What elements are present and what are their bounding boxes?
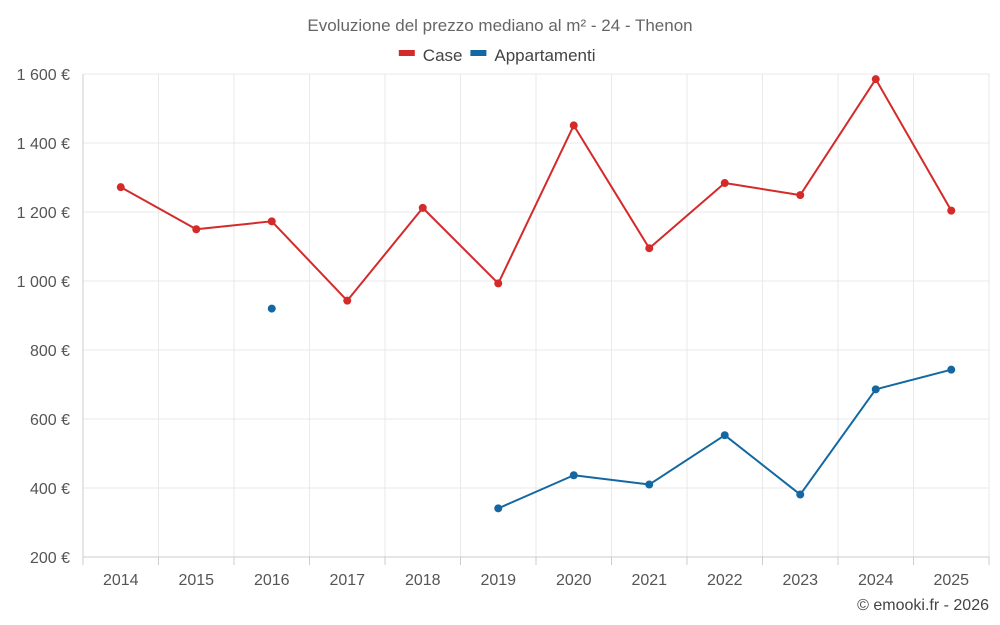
y-tick-label: 200 € — [30, 550, 70, 567]
data-point-appartamenti — [569, 471, 578, 480]
x-tick-label: 2018 — [405, 572, 441, 589]
data-point-case — [569, 121, 578, 130]
x-tick-label: 2020 — [556, 572, 592, 589]
x-tick-label: 2021 — [631, 572, 667, 589]
data-point-case — [494, 279, 503, 288]
data-point-case — [720, 179, 729, 188]
y-tick-label: 800 € — [30, 343, 70, 360]
data-point-case — [267, 217, 276, 226]
x-tick-label: 2023 — [782, 572, 818, 589]
grid — [83, 73, 990, 557]
data-point-case — [645, 244, 654, 253]
y-tick-label: 1 000 € — [17, 274, 70, 291]
data-point-appartamenti — [796, 490, 805, 499]
x-tick-label: 2025 — [933, 572, 969, 589]
y-tick-label: 1 400 € — [17, 136, 70, 153]
data-point-case — [871, 75, 880, 84]
data-point-case — [796, 191, 805, 200]
data-point-case — [116, 183, 125, 192]
series-appartamenti — [267, 304, 956, 513]
credit-label: © emooki.fr - 2026 — [857, 597, 989, 614]
y-axis: 200 € 400 € 600 € 800 € 1 000 € 1 200 € 1 400 … — [17, 67, 84, 567]
y-tick-label: 400 € — [30, 481, 70, 498]
series-case — [116, 75, 956, 305]
x-tick-label: 2019 — [480, 572, 516, 589]
data-point-case — [418, 203, 427, 212]
x-tick-label: 2017 — [329, 572, 365, 589]
data-point-appartamenti — [947, 365, 956, 374]
data-point-appartamenti — [720, 431, 729, 440]
series-line-case — [120, 78, 953, 302]
data-point-appartamenti — [871, 385, 880, 394]
legend-label-appartamenti: Appartamenti — [494, 46, 595, 65]
x-tick-label: 2016 — [254, 572, 290, 589]
data-point-case — [343, 296, 352, 305]
legend: Case Appartamenti — [398, 46, 596, 65]
x-tick-label: 2015 — [178, 572, 214, 589]
data-point-case — [192, 225, 201, 234]
data-point-case — [947, 206, 956, 215]
data-point-appartamenti — [494, 504, 503, 513]
x-tick-label: 2022 — [707, 572, 743, 589]
x-tick-label: 2024 — [858, 572, 894, 589]
legend-label-case: Case — [423, 46, 463, 65]
chart-title: Evoluzione del prezzo mediano al m² - 24… — [307, 16, 692, 35]
legend-swatch-appartamenti — [470, 50, 487, 56]
y-tick-label: 1 600 € — [17, 67, 70, 84]
y-tick-label: 600 € — [30, 412, 70, 429]
y-tick-label: 1 200 € — [17, 205, 70, 222]
legend-swatch-case — [398, 50, 415, 56]
x-tick-label: 2014 — [103, 572, 139, 589]
series-group — [116, 75, 956, 513]
x-axis: 2014 2015 2016 2017 2018 2019 2020 2021 2022 2023… — [82, 556, 990, 589]
data-point-appartamenti — [267, 304, 276, 313]
data-point-appartamenti — [645, 480, 654, 489]
